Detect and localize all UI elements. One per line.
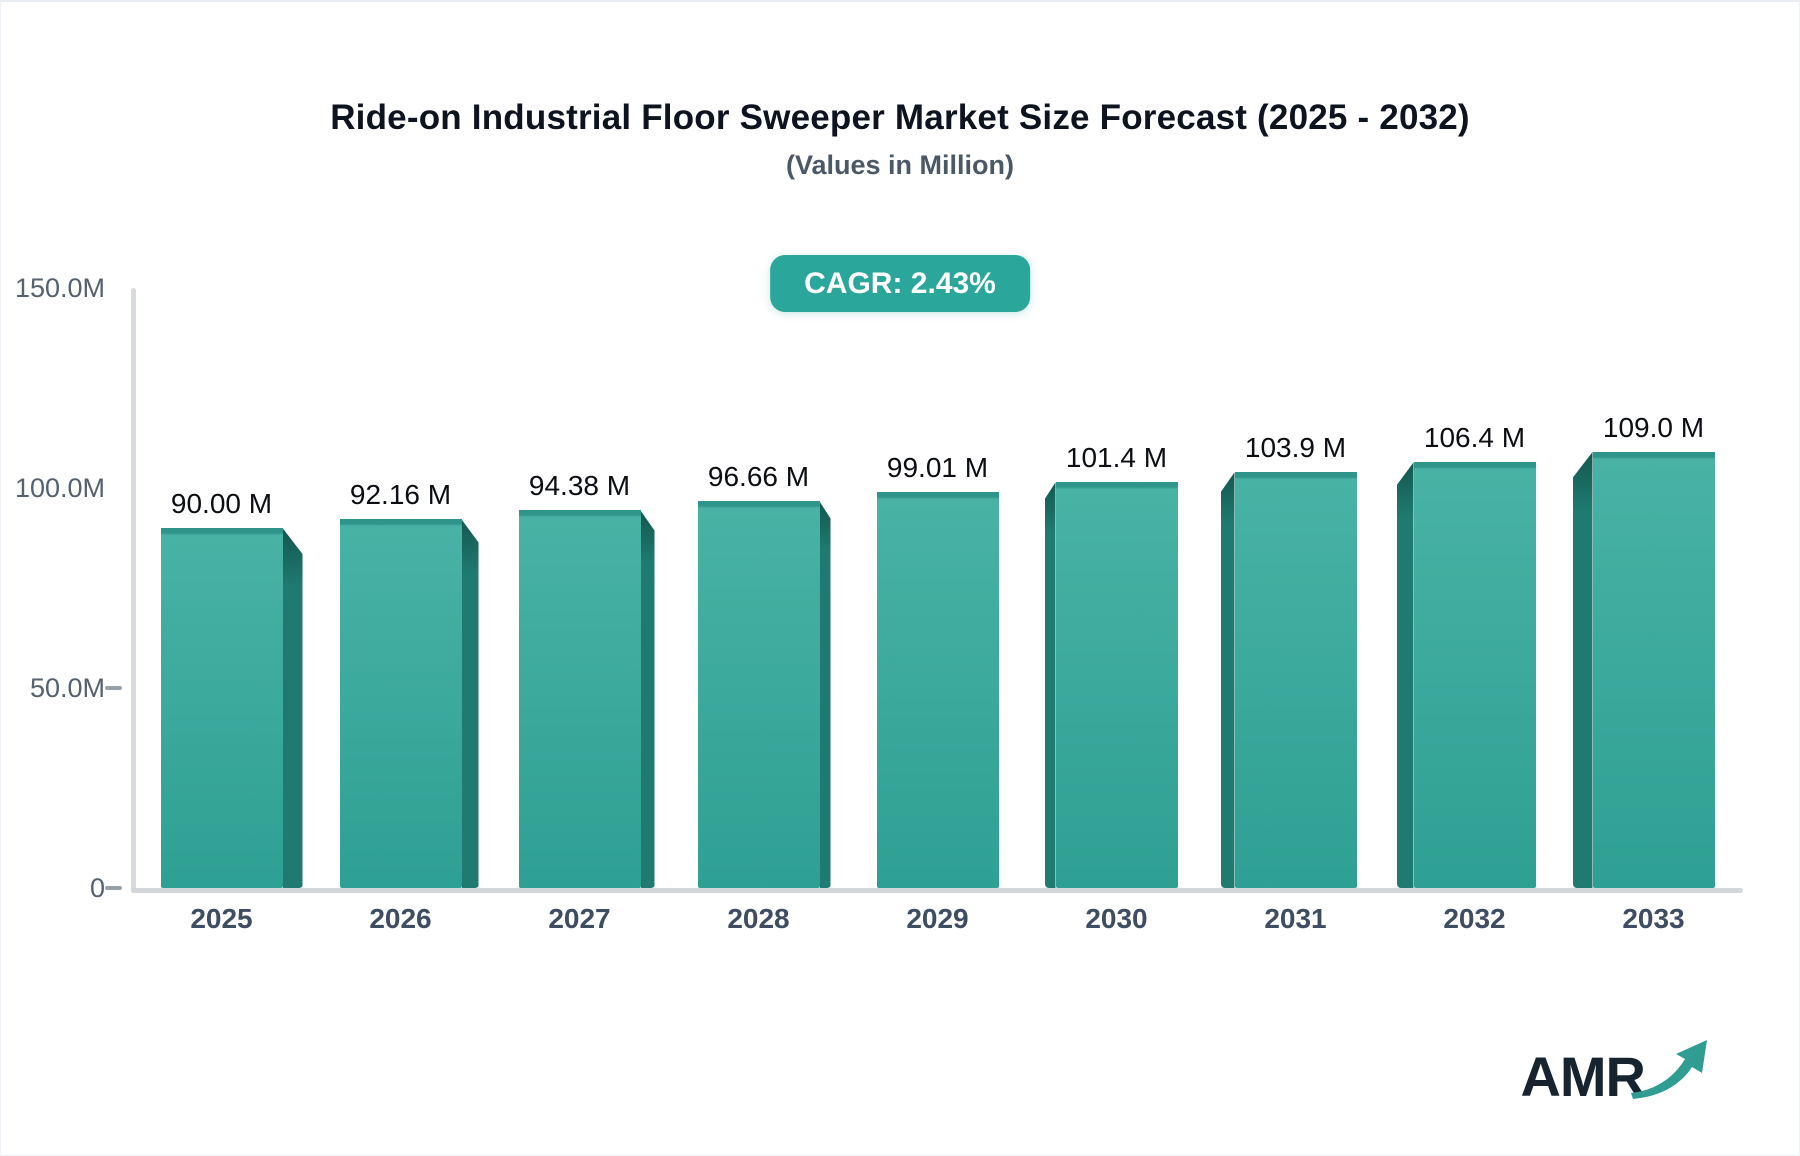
bar-column-2032[interactable] [1396,462,1536,888]
bar-column-2030[interactable] [1044,482,1178,888]
bar-face [1413,462,1536,888]
bar-side-shade [1396,462,1414,888]
bar-side-shade [819,501,831,888]
bar-slot: 101.4 M [1027,442,1206,888]
bar-column-2031[interactable] [1220,472,1357,888]
bar-column-2027[interactable] [518,510,655,888]
x-axis-label: 2027 [548,903,611,934]
bar-slot: 96.66 M [669,461,848,888]
bar-face [518,510,641,888]
bar-face [1592,452,1715,888]
bar-face [339,519,462,888]
bar-slot: 109.0 M [1564,412,1743,888]
bar-side-shade [1220,472,1235,888]
y-tick-dash [105,886,122,890]
bar-value-label: 92.16 M [349,479,452,511]
bar-side-shade [640,510,655,888]
bar-slot: 99.01 M [848,452,1027,888]
x-axis-label: 2032 [1443,903,1506,934]
cagr-badge: CAGR: 2.43% [770,255,1030,312]
bar-face [1234,472,1357,888]
bar-slot: 103.9 M [1206,432,1385,888]
bar-column-2028[interactable] [697,501,831,888]
y-tick-dash [105,686,122,690]
x-axis-label: 2026 [369,903,432,934]
logo-text: AMR [1520,1045,1646,1108]
bar-slot: 92.16 M [311,479,490,888]
bar-slot: 94.38 M [490,470,669,888]
bar-value-label: 94.38 M [528,470,631,502]
bar-value-label: 109.0 M [1602,412,1705,443]
bars-row: 90.00 M 92.16 M 94.38 M 96.66 M 99.01 M 101.4… [132,288,1743,888]
bar-value-label: 99.01 M [886,451,989,483]
logo-arrow-icon [1631,1040,1707,1099]
bar-value-label: 96.66 M [707,461,810,493]
y-tick-label: 100.0M [14,473,105,503]
y-tick-label: 50.0M [29,673,105,703]
x-axis-line [131,888,1743,893]
bar-column-2029[interactable] [876,491,999,888]
bar-slot: 106.4 M [1385,422,1564,888]
brand-logo: AMR [1520,1035,1713,1105]
bar-face [876,491,999,888]
bar-column-2033[interactable] [1572,452,1715,888]
bar-face [697,501,820,888]
x-axis-label: 2029 [906,903,969,934]
bar-side-shade [282,528,303,888]
bar-side-shade [1044,482,1056,888]
bar-column-2026[interactable] [339,519,479,888]
x-axis-labels: 2025 2026 2027 2028 2029 2030 2031 2032 2033 [132,903,1743,935]
chart-subtitle: (Values in Million) [785,150,1015,180]
x-axis-label: 2030 [1085,903,1148,934]
x-axis-label: 2033 [1622,903,1685,934]
bar-face [160,528,283,888]
bar-column-2025[interactable] [160,528,303,888]
bar-slot: 90.00 M [132,488,311,888]
bar-value-label: 103.9 M [1244,432,1347,464]
x-axis-label: 2025 [190,903,253,934]
x-axis-label: 2028 [727,903,790,934]
bar-side-shade [1572,452,1593,888]
bar-value-label: 106.4 M [1423,422,1526,454]
bar-side-shade [461,519,479,888]
y-axis-line [131,288,136,890]
chart-title: Ride-on Industrial Floor Sweeper Market … [330,98,1470,137]
y-tick-label: 0 [89,873,105,903]
x-axis-label: 2031 [1264,903,1327,934]
bar-face [1055,482,1178,888]
bar-value-label: 101.4 M [1065,442,1168,474]
bar-value-label: 90.00 M [170,488,273,519]
y-tick-label: 150.0M [14,273,105,303]
